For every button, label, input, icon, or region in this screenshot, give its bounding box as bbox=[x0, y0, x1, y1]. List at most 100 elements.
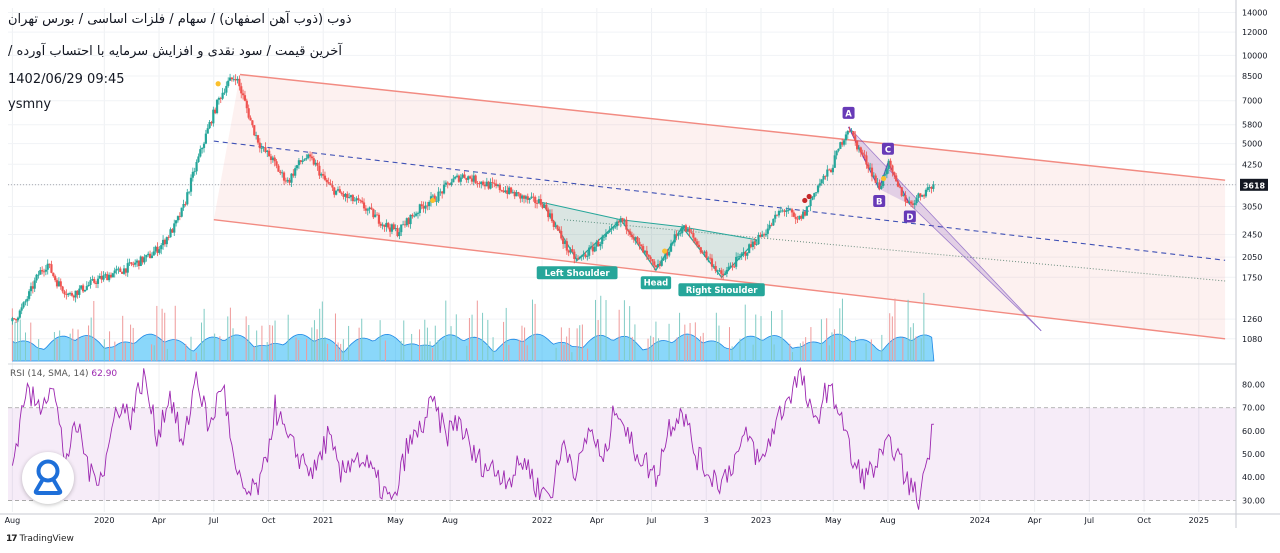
candle-body bbox=[41, 270, 44, 272]
candle-body bbox=[509, 187, 513, 193]
chart-author: ysmny bbox=[8, 97, 52, 112]
candle-body bbox=[563, 241, 567, 244]
candle-body bbox=[20, 307, 23, 311]
candle-body bbox=[601, 237, 604, 245]
candle-body bbox=[642, 246, 645, 253]
abcd-label-text: C bbox=[885, 145, 891, 155]
chart-datetime: 1402/06/29 09:45 bbox=[8, 72, 125, 87]
candle-body bbox=[766, 228, 769, 234]
hs-label-box bbox=[536, 266, 618, 280]
candle-body bbox=[547, 209, 550, 218]
candle-body bbox=[52, 272, 55, 277]
candle-body bbox=[219, 97, 222, 99]
candle-body bbox=[83, 289, 87, 292]
tradingview-brand[interactable]: 17 TradingView bbox=[6, 534, 74, 544]
candle-body bbox=[826, 169, 829, 177]
candle-body bbox=[770, 224, 773, 226]
candle-body bbox=[108, 274, 111, 281]
candle-body bbox=[87, 284, 90, 287]
candle-body bbox=[846, 130, 849, 135]
rsi-legend-value: 62.90 bbox=[91, 369, 118, 379]
candle-body bbox=[297, 160, 301, 166]
hs-label-box bbox=[678, 283, 765, 297]
candle-body bbox=[662, 259, 665, 261]
candle-body bbox=[588, 247, 591, 256]
author-logo bbox=[22, 452, 74, 504]
candle-body bbox=[258, 142, 261, 149]
candle-body bbox=[593, 246, 596, 252]
candle-body bbox=[640, 244, 643, 247]
candle-body bbox=[104, 274, 107, 276]
chart-title: ذوب (ذوب آهن اصفهان) / سهام / فلزات اساس… bbox=[8, 12, 352, 27]
candle-body bbox=[279, 171, 282, 174]
candle-body bbox=[243, 95, 247, 101]
candle-body bbox=[768, 224, 771, 229]
candle-body bbox=[240, 86, 243, 94]
candle-body bbox=[556, 225, 559, 230]
candle-body bbox=[705, 251, 708, 258]
rsi-tick-label: 30.00 bbox=[1242, 496, 1265, 505]
candle-body bbox=[109, 274, 113, 278]
candle-body bbox=[22, 302, 25, 308]
candle-body bbox=[355, 198, 358, 201]
rsi-pane bbox=[8, 367, 1236, 510]
candle-body bbox=[435, 201, 438, 203]
candle-body bbox=[454, 176, 457, 179]
candle-body bbox=[134, 262, 137, 265]
candle-body bbox=[902, 195, 905, 196]
candle-body bbox=[584, 254, 587, 257]
candle-body bbox=[147, 253, 150, 255]
candle-body bbox=[803, 211, 807, 216]
candle-body bbox=[70, 293, 74, 296]
candle-body bbox=[234, 78, 237, 81]
rsi-legend[interactable]: RSI (14, SMA, 14) 62.90 bbox=[10, 369, 117, 379]
candle-body bbox=[253, 125, 256, 136]
candle-body bbox=[906, 201, 909, 204]
candle-body bbox=[385, 222, 388, 227]
candle-body bbox=[394, 228, 397, 230]
candle-body bbox=[400, 224, 403, 233]
candle-body bbox=[783, 210, 786, 212]
candle-body bbox=[160, 245, 163, 250]
candle-body bbox=[301, 160, 304, 162]
candle-body bbox=[515, 192, 518, 197]
candle-body bbox=[444, 182, 447, 185]
candle-body bbox=[602, 236, 606, 238]
price-tick-label: 1260 bbox=[1242, 315, 1262, 324]
candle-body bbox=[571, 249, 574, 252]
candle-body bbox=[452, 178, 455, 183]
candle-body bbox=[91, 279, 94, 281]
candle-body bbox=[182, 203, 185, 208]
candle-body bbox=[470, 178, 474, 182]
candle-body bbox=[630, 234, 634, 238]
candle-body bbox=[202, 143, 206, 148]
candle-body bbox=[502, 190, 505, 193]
candle-body bbox=[197, 156, 200, 162]
candle-body bbox=[281, 172, 284, 174]
candle-body bbox=[268, 150, 271, 157]
candle-body bbox=[67, 293, 70, 295]
candle-body bbox=[14, 319, 18, 321]
candle-body bbox=[591, 246, 594, 252]
candle-body bbox=[675, 234, 678, 236]
candle-body bbox=[375, 214, 379, 216]
abcd-label-box bbox=[842, 106, 855, 119]
candle-body bbox=[407, 218, 410, 225]
hs-label: Head bbox=[640, 276, 672, 290]
candle-body bbox=[366, 209, 369, 211]
candle-body bbox=[493, 182, 496, 184]
candle-body bbox=[772, 218, 775, 226]
candle-body bbox=[461, 174, 464, 178]
candle-body bbox=[643, 250, 647, 253]
candle-body bbox=[623, 219, 626, 222]
candle-body bbox=[848, 130, 851, 132]
candle-body bbox=[727, 266, 730, 270]
candle-body bbox=[11, 318, 14, 322]
candle-body bbox=[119, 268, 122, 272]
candle-body bbox=[169, 229, 172, 238]
candle-body bbox=[921, 195, 924, 197]
candle-body bbox=[578, 256, 581, 259]
candle-body bbox=[722, 273, 725, 276]
hs-label-box bbox=[640, 276, 672, 290]
